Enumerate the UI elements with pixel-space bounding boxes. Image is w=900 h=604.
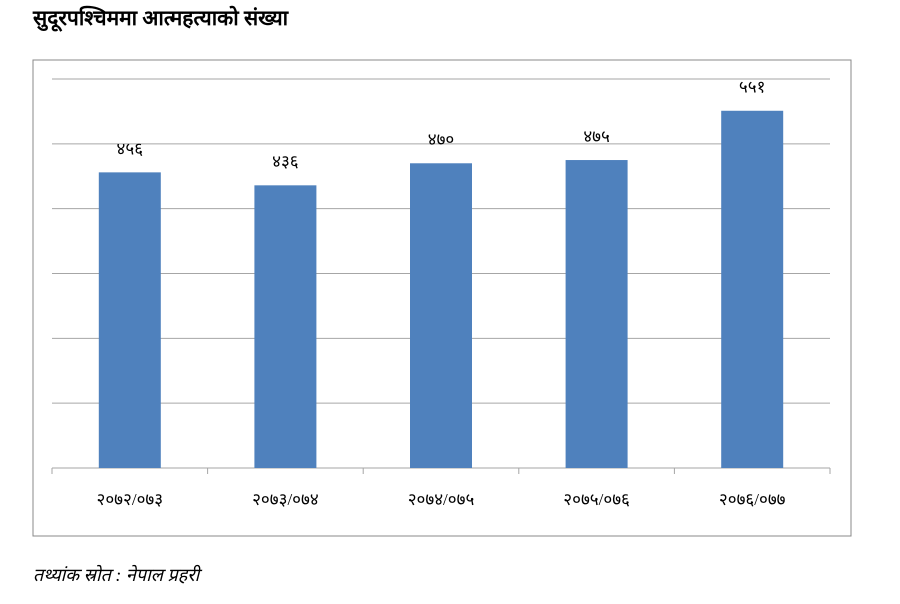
source-note: तथ्यांक स्रोत : नेपाल प्रहरी	[33, 564, 203, 585]
data-label: ४७०	[428, 130, 455, 149]
x-tick-label: २०७६/०७७	[719, 490, 786, 509]
bar	[98, 172, 161, 469]
x-tick-label: २०७२/०७३	[96, 490, 163, 509]
bar	[254, 185, 317, 468]
chart-title: सुदूरपश्चिममा आत्महत्याको संख्या	[32, 5, 290, 32]
data-label: ४३६	[272, 152, 299, 171]
x-tick-label: २०७३/०७४	[252, 490, 319, 509]
x-tick-label: २०७५/०७६	[563, 490, 630, 509]
bar	[721, 110, 784, 468]
bar	[410, 163, 472, 469]
data-label: ५५१	[739, 78, 766, 97]
x-tick-label: २०७४/०७५	[408, 490, 475, 509]
data-label: ४५६	[117, 139, 144, 158]
data-label: ४७५	[583, 127, 610, 146]
bar	[565, 160, 628, 468]
